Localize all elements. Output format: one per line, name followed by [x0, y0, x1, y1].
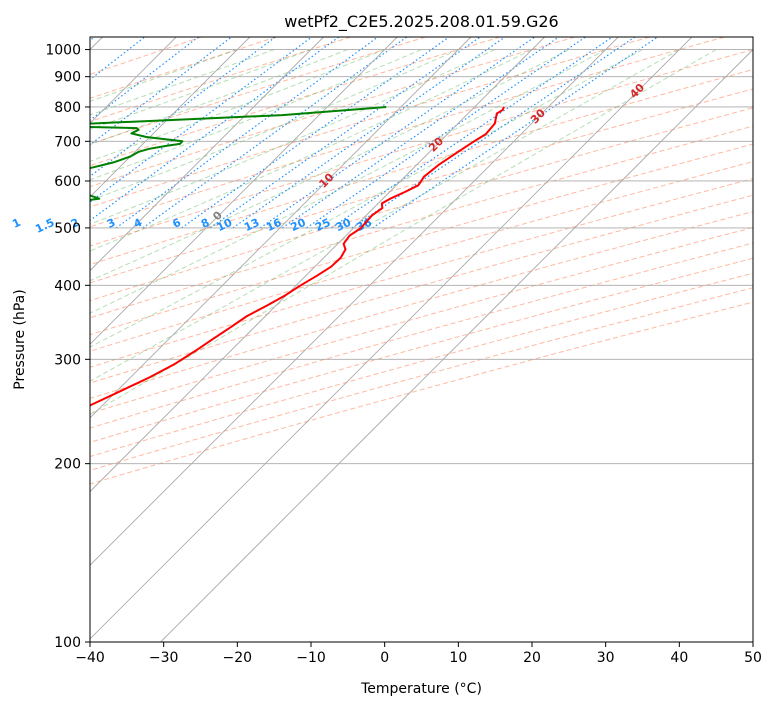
- y-tick-label: 300: [54, 352, 81, 368]
- y-tick-label: 600: [54, 174, 81, 190]
- moist-adiabat: [90, 49, 570, 282]
- isotherm-line: [90, 37, 619, 566]
- mixing-ratio-label: 1: [10, 216, 22, 231]
- plot-border: [89, 36, 754, 643]
- mixing-ratio-line: [209, 37, 481, 229]
- isotherm-line: [90, 37, 398, 345]
- guide-lines: [90, 37, 753, 642]
- moist-adiabat: [90, 49, 717, 415]
- x-axis-label: Temperature (°C): [360, 681, 482, 697]
- mixing-ratio-line: [372, 37, 659, 229]
- moist-adiabat: [90, 49, 496, 225]
- y-tick-label: 700: [54, 134, 81, 150]
- y-tick-label: 200: [54, 457, 81, 473]
- mixing-ratio-line: [232, 37, 506, 229]
- mixing-ratio-line: [90, 37, 199, 122]
- isotherm-line: [90, 37, 324, 272]
- y-tick-label: 500: [54, 221, 81, 237]
- mixing-ratio-line: [306, 37, 586, 229]
- x-axis: −40 −30 −20 −10 0 10 20 30 40 50: [75, 642, 762, 666]
- y-tick-label: 900: [54, 70, 81, 86]
- moist-adiabat: [90, 49, 459, 202]
- x-tick-label: 10: [449, 650, 467, 666]
- mixing-ratio-label: 20: [288, 216, 308, 234]
- dry-adiabat: [90, 37, 576, 188]
- mixing-ratio-line: [330, 37, 613, 229]
- mixing-ratio-line: [351, 37, 636, 229]
- mixing-ratio-label: 30: [334, 216, 354, 234]
- moist-adiabat: [90, 49, 275, 116]
- plot-area: [90, 37, 753, 642]
- mixing-ratio-line: [90, 37, 339, 222]
- dry-adiabat: [90, 287, 753, 471]
- plot-frame: [89, 36, 754, 643]
- mixing-ratio-line: [181, 37, 450, 229]
- isotherm-line: [160, 48, 753, 642]
- profile-lines: [90, 106, 505, 407]
- chart-title: wetPf2_C2E5.2025.208.01.59.G26: [284, 12, 558, 32]
- dry-adiabat: [90, 68, 753, 266]
- temperature-profile-line: [90, 106, 505, 407]
- mixing-ratio-line: [90, 37, 95, 42]
- x-tick-label: 20: [523, 650, 541, 666]
- moist-adiabat: [90, 49, 680, 382]
- x-tick-label: −10: [296, 650, 326, 666]
- y-tick-label: 400: [54, 278, 81, 294]
- y-tick-label: 1000: [45, 43, 81, 59]
- y-tick-label: 100: [54, 635, 81, 651]
- mixing-ratio-label: 1.5: [33, 216, 56, 236]
- x-tick-label: −20: [223, 650, 253, 666]
- x-tick-label: −30: [149, 650, 179, 666]
- x-tick-label: 40: [670, 650, 688, 666]
- y-axis: 100 200 300 400 500 600 700 800 900 1000: [45, 43, 90, 651]
- moist-adiabat: [90, 49, 312, 130]
- dry-adiabat: [90, 107, 753, 302]
- isotherm-line: [90, 37, 693, 640]
- dry-adiabat: [90, 125, 753, 319]
- x-tick-label: 50: [744, 650, 762, 666]
- x-tick-label: −40: [75, 650, 105, 666]
- x-tick-label: 30: [597, 650, 615, 666]
- isotherm-line: [90, 37, 545, 493]
- mixing-ratio-line: [90, 37, 276, 178]
- dry-adiabat: [90, 37, 501, 167]
- y-tick-label: 800: [54, 100, 81, 116]
- dry-adiabat: [90, 272, 753, 458]
- dry-adiabat: [90, 301, 753, 485]
- x-tick-label: 0: [380, 650, 389, 666]
- dry-adiabat: [90, 242, 753, 429]
- moist-adiabat: [90, 49, 385, 162]
- moist-adiabat: [90, 49, 533, 252]
- dry-adiabat: [90, 37, 725, 228]
- mixing-ratio-label: 10: [215, 216, 235, 234]
- dry-adiabat: [90, 211, 753, 399]
- mixing-ratio-label: 25: [313, 216, 332, 234]
- dry-adiabat: [90, 37, 351, 123]
- mixing-ratio-label: 16: [264, 216, 284, 234]
- plot-background: [90, 37, 753, 642]
- dewpoint-profile-line: [90, 106, 387, 201]
- isotherm-line: [90, 37, 472, 419]
- y-axis-label: Pressure (hPa): [12, 289, 28, 389]
- mixing-ratio-line: [90, 37, 313, 203]
- dry-adiabat: [90, 257, 753, 443]
- dry-adiabat: [90, 161, 753, 352]
- moist-adiabat: [90, 49, 643, 348]
- dry-adiabat: [90, 226, 753, 414]
- moist-adiabat: [90, 49, 606, 314]
- mixing-ratio-label: 13: [242, 216, 261, 234]
